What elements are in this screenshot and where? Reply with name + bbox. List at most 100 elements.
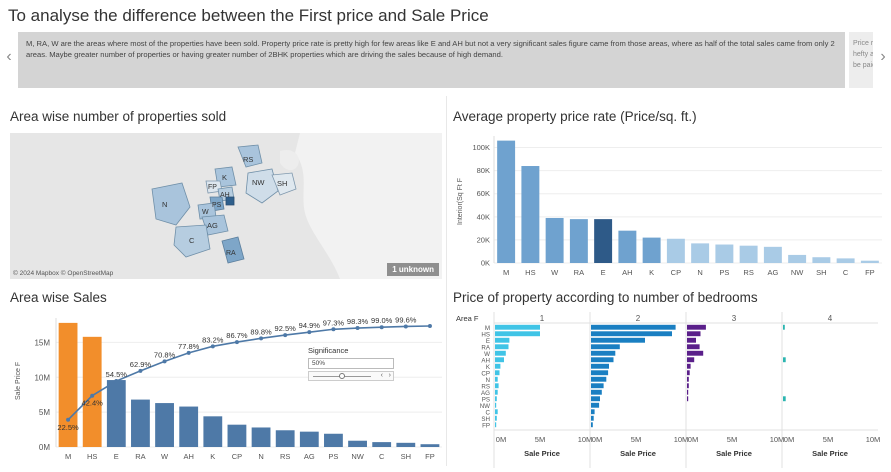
rate-chart-ylabel: Interior(Sq Ft F xyxy=(457,178,464,225)
bedroom-row-label-E: E xyxy=(486,338,490,345)
rate-chart[interactable]: Interior(Sq Ft F 0K 20K 40K 60K 80K 100K M HS W R… xyxy=(452,130,888,282)
pareto-point-W xyxy=(162,359,167,364)
bedroom-row-label-CP: CP xyxy=(481,371,490,378)
bedroom-column-header-4: 4 xyxy=(828,314,833,323)
story-navigator: ‹ M, RA, W are the areas where most of t… xyxy=(0,30,891,88)
rate-bar-FP xyxy=(860,260,879,263)
region-NW xyxy=(245,168,279,204)
sales-xtick-AH: AH xyxy=(183,452,193,461)
bedroom-bar-1-E xyxy=(495,337,510,343)
bedroom-bar-3-HS xyxy=(687,331,701,337)
bedroom-xtick-label: 5M xyxy=(535,435,545,444)
bedroom-bar-1-AH xyxy=(495,357,504,363)
rate-bar-C xyxy=(836,258,855,263)
rate-xtick-AH: AH xyxy=(622,268,632,277)
rate-ytick-label: 80K xyxy=(477,166,490,175)
bedroom-xtick-label: 0M xyxy=(496,435,506,444)
sales-bar-RA xyxy=(131,399,150,447)
sales-xtick-K: K xyxy=(210,452,215,461)
bedroom-xtick-label: 10M xyxy=(866,435,881,444)
sales-chart[interactable]: Sale Price F 0M 5M 10M 15M M HS E RA W AH K CP N RS AG… xyxy=(10,312,444,468)
pareto-point-RS xyxy=(283,333,288,338)
rate-xtick-PS: PS xyxy=(719,268,729,277)
sales-xtick-HS: HS xyxy=(87,452,97,461)
map-credit[interactable]: © 2024 Mapbox © OpenStreetMap xyxy=(13,270,114,277)
map-canvas: RS K FP AH NW SH N PS W AG C RA xyxy=(10,133,442,279)
bedroom-xtick-label: 5M xyxy=(823,435,833,444)
next-card-text-3: be paid xyxy=(853,62,873,69)
pareto-point-E xyxy=(114,379,119,384)
sales-bar-NW xyxy=(348,440,367,447)
slider-thumb[interactable] xyxy=(339,373,345,379)
rate-bar-M xyxy=(497,140,516,263)
significance-slider[interactable]: ‹ › xyxy=(308,371,394,381)
bedroom-xtick-label: 0M xyxy=(592,435,602,444)
unknown-locations-badge[interactable]: 1 unknown xyxy=(387,263,439,276)
bedroom-row-label-AG: AG xyxy=(481,390,490,397)
story-card-active[interactable]: M, RA, W are the areas where most of the… xyxy=(18,32,845,88)
bedroom-row-label-RA: RA xyxy=(481,345,490,352)
bedroom-bar-2-M xyxy=(591,324,676,330)
pareto-label-RA: 62.9% xyxy=(130,360,152,369)
sales-bar-SH xyxy=(396,442,416,447)
pareto-label-K: 83.2% xyxy=(202,335,224,344)
bedroom-bar-1-RA xyxy=(495,344,509,350)
bedroom-row-label-FP: FP xyxy=(482,423,490,430)
map-label-K: K xyxy=(222,173,227,182)
significance-input[interactable]: 50% xyxy=(308,358,394,369)
area-map[interactable]: RS K FP AH NW SH N PS W AG C RA © 2024 M… xyxy=(10,133,442,279)
bedroom-chart[interactable]: Area F 1 2 3 4 M HS E RA W AH K CP N RS AG PS NW C SH FP 0M 5… xyxy=(452,310,888,468)
sales-xtick-SH: SH xyxy=(401,452,411,461)
rate-xtick-RS: RS xyxy=(743,268,753,277)
rate-xtick-CP: CP xyxy=(671,268,681,277)
bedroom-bar-3-RS xyxy=(687,383,689,389)
sales-ytick-label: 15M xyxy=(34,338,50,347)
bedroom-bar-4-M xyxy=(783,324,785,330)
panel-divider xyxy=(446,96,447,466)
rate-chart-title: Average property price rate (Price/sq. f… xyxy=(453,109,697,124)
bedroom-bar-2-HS xyxy=(591,331,672,337)
rate-bar-N xyxy=(691,243,710,263)
sales-ytick-label: 5M xyxy=(39,408,50,417)
pareto-point-N xyxy=(259,336,264,341)
pareto-point-RA xyxy=(138,368,143,373)
sales-xtick-RA: RA xyxy=(135,452,145,461)
rate-xtick-K: K xyxy=(649,268,654,277)
next-story-button[interactable]: › xyxy=(880,48,886,65)
pareto-label-AH: 77.8% xyxy=(178,342,200,351)
pareto-point-M xyxy=(66,417,71,422)
slider-decrease-button[interactable]: ‹ xyxy=(380,372,383,379)
bedroom-column-header-3: 3 xyxy=(732,314,737,323)
sales-bar-C xyxy=(372,442,392,447)
rate-ytick-label: 0K xyxy=(481,259,490,268)
bedroom-row-label-NW: NW xyxy=(480,403,490,410)
bedroom-bar-1-PS xyxy=(495,396,497,402)
sales-xtick-CP: CP xyxy=(232,452,242,461)
sales-bar-AG xyxy=(299,431,319,447)
pareto-label-N: 89.8% xyxy=(250,327,272,336)
bedroom-bar-3-K xyxy=(687,363,691,369)
bedroom-bar-1-SH xyxy=(495,415,497,421)
pareto-label-HS: 42.4% xyxy=(82,399,104,408)
pareto-point-AH xyxy=(186,350,191,355)
pareto-label-PS: 97.3% xyxy=(323,318,345,327)
rate-xtick-AG: AG xyxy=(767,268,778,277)
bedroom-bar-1-AG xyxy=(495,389,498,395)
map-label-RA: RA xyxy=(226,250,236,257)
bedroom-row-label-AH: AH xyxy=(481,358,490,365)
bedroom-bar-2-CP xyxy=(591,370,609,376)
sales-xtick-E: E xyxy=(114,452,119,461)
pareto-label-NW: 98.3% xyxy=(347,317,369,326)
region-C xyxy=(173,224,211,258)
bedroom-xtick-label: 5M xyxy=(727,435,737,444)
bedroom-bar-3-N xyxy=(687,376,689,382)
story-card-next[interactable]: Price r hefty a be paid xyxy=(849,32,873,88)
rate-xtick-W: W xyxy=(551,268,559,277)
rate-bar-SH xyxy=(812,257,831,263)
significance-label: Significance xyxy=(308,346,349,355)
previous-story-button[interactable]: ‹ xyxy=(6,48,12,65)
bedroom-bar-1-K xyxy=(495,363,501,369)
bedroom-bar-3-AG xyxy=(687,389,689,395)
slider-increase-button[interactable]: › xyxy=(388,372,391,379)
pareto-point-K xyxy=(210,344,215,349)
